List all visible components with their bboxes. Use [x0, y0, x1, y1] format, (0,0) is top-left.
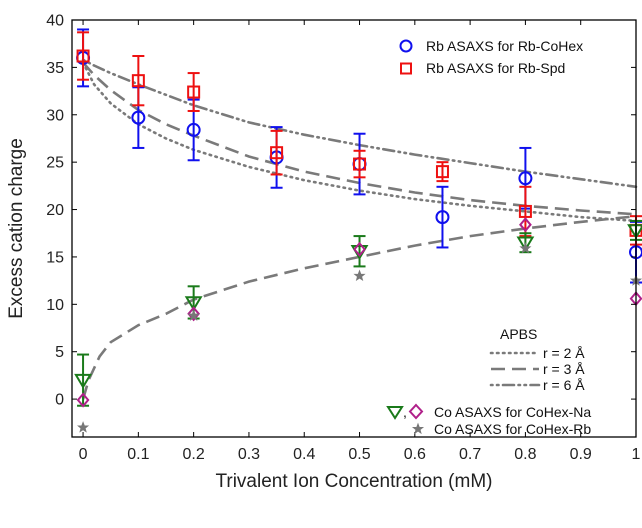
data-point-triangle-down — [184, 296, 203, 312]
legend-apbs-title: APBS — [500, 326, 537, 342]
y-tick-label: 5 — [55, 344, 64, 361]
legend-label-cohex-rb: Co ASAXS for CoHex-Rb — [434, 421, 591, 437]
data-point-triangle-down — [74, 373, 92, 389]
x-tick-label: 0.9 — [570, 446, 592, 463]
legend-label-rb-spd: Rb ASAXS for Rb-Spd — [426, 60, 565, 76]
y-axis-title: Excess cation charge — [6, 138, 27, 319]
x-tick-label: 0.4 — [293, 446, 315, 463]
data-point-diamond — [353, 241, 366, 257]
data-point-square — [270, 146, 284, 160]
data-point-diamond — [76, 392, 90, 408]
y-tick-label: 30 — [46, 107, 64, 124]
y-tick-label: 15 — [46, 249, 64, 266]
data-point-triangle-down — [516, 236, 535, 252]
data-point-square — [76, 49, 90, 63]
legend-marker-square — [400, 62, 412, 75]
legend-top: Rb ASAXS for Rb-CoHex Rb ASAXS for Rb-Sp… — [399, 38, 583, 76]
legend-bottom: , Co ASAXS for CoHex-Na Co ASAXS for CoH… — [386, 403, 591, 437]
data-point-circle — [518, 171, 533, 186]
apbs-curve — [81, 214, 637, 400]
data-point-diamond — [187, 306, 201, 322]
data-point-square — [435, 165, 449, 179]
x-tick-label: 0 — [79, 446, 88, 463]
data-point-circle — [435, 210, 450, 225]
legend-label-r6: r = 6 Å — [543, 377, 585, 393]
y-tick-label: 40 — [46, 13, 64, 30]
x-axis-title: Trivalent Ion Concentration (mM) — [215, 471, 492, 492]
legend-marker-triangle-down — [386, 406, 404, 420]
x-tick-label: 0.2 — [183, 446, 205, 463]
ticks-layer: 0 0.1 0.2 0.3 0.4 0.5 0.6 0.7 0.8 0.9 105101520253… — [46, 13, 640, 464]
y-tick-label: 25 — [46, 155, 64, 172]
legend-label-cohex-na: Co ASAXS for CoHex-Na — [434, 404, 591, 420]
legend-marker-star — [411, 422, 425, 435]
data-point-star — [519, 242, 532, 254]
x-tick-label: 0.6 — [404, 446, 426, 463]
x-tick-label: 0.7 — [459, 446, 481, 463]
x-tick-label: 0.5 — [348, 446, 370, 463]
data-point-square — [187, 85, 201, 99]
legend-marker-circle — [399, 39, 413, 53]
y-tick-label: 10 — [46, 297, 64, 314]
data-point-square — [131, 74, 145, 88]
legend-separator: , — [403, 404, 407, 420]
x-tick-label: 0.8 — [514, 446, 536, 463]
data-point-circle — [186, 122, 201, 137]
data-point-circle — [131, 110, 146, 125]
apbs-curve — [81, 61, 638, 223]
y-tick-label: 20 — [46, 202, 64, 219]
data-point-star — [353, 269, 366, 282]
x-tick-label: 1 — [632, 446, 641, 463]
legend-label-r2: r = 2 Å — [543, 345, 585, 361]
data-point-square — [353, 157, 367, 171]
data-point-diamond — [518, 217, 532, 233]
data-point-star — [187, 309, 200, 321]
legend-label-rb-cohex: Rb ASAXS for Rb-CoHex — [426, 38, 583, 54]
plot-frame — [71, 19, 637, 438]
legend-marker-diamond — [408, 403, 424, 420]
y-tick-label: 0 — [55, 392, 64, 409]
data-point-star — [77, 421, 90, 433]
points-layer — [74, 28, 642, 433]
data-point-square — [518, 204, 532, 218]
x-tick-label: 0.3 — [238, 446, 260, 463]
legend-label-r3: r = 3 Å — [543, 361, 585, 377]
y-tick-label: 35 — [46, 60, 64, 77]
legend-apbs: APBS r = 2 Å r = 3 Å r = 6 Å — [489, 326, 585, 393]
x-tick-label: 0.1 — [127, 446, 149, 463]
